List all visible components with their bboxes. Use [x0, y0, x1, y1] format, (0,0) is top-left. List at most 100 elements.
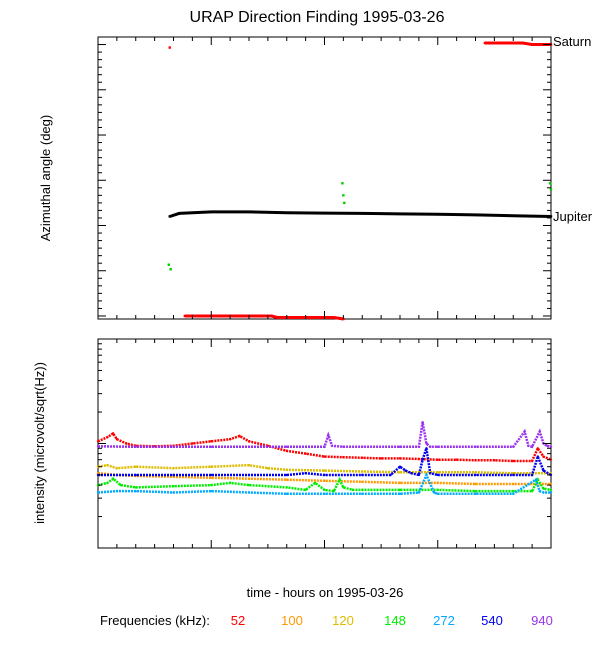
series-540-khz-point — [398, 465, 402, 468]
series-148-khz-point — [106, 481, 109, 485]
top-series-south-90-point — [183, 314, 187, 318]
series-148-khz-point — [285, 486, 288, 489]
series-148-khz-point — [338, 478, 341, 481]
series-52-khz-point — [285, 449, 288, 453]
series-148-khz-point — [342, 486, 345, 489]
series-52-khz-point — [125, 442, 128, 445]
series-120-khz-point — [398, 471, 402, 474]
series-52-khz-point — [191, 442, 194, 445]
series-540-khz-point — [530, 473, 534, 477]
legend-item-120-khz: 120 — [332, 613, 354, 628]
top-series-isolated-green-point — [548, 182, 552, 185]
series-540-khz-point — [417, 473, 421, 477]
series-272-khz-point — [436, 492, 439, 496]
top-y-axis-label: Azimuthal angle (deg) — [38, 115, 53, 241]
top-series-south-90-point — [332, 316, 336, 319]
series-52-khz-point — [228, 437, 232, 441]
top-series-isolated-red-point — [168, 46, 171, 49]
series-940-khz-point — [512, 445, 515, 448]
top-series-jupiter-point — [512, 214, 515, 217]
series-540-khz-point — [247, 473, 251, 477]
top-series-saturn-point — [530, 43, 534, 46]
series-540-khz-point — [389, 473, 392, 477]
top-series-isolated-green-point — [549, 188, 553, 191]
legend-item-272-khz: 272 — [433, 613, 455, 628]
series-940-khz-point — [421, 420, 424, 424]
series-272-khz-point — [96, 491, 100, 494]
series-148-khz-point — [398, 488, 402, 492]
top-series-isolated-green-point — [341, 182, 344, 185]
series-148-khz-point — [436, 488, 439, 492]
series-940-khz-point — [530, 445, 534, 448]
series-52-khz-point — [342, 455, 345, 459]
top-series-saturn-point — [521, 41, 524, 45]
series-272-khz-point — [512, 492, 515, 496]
legend: 52 100 120 148 272 540 940 — [231, 613, 553, 628]
series-100-khz-point — [361, 480, 364, 484]
series-940-khz-point — [210, 445, 213, 448]
top-plot-marks — [167, 41, 553, 321]
series-120-khz-point — [115, 467, 119, 470]
series-540-khz-point — [285, 473, 288, 477]
top-series-jupiter-point — [191, 211, 194, 214]
series-52-khz-point — [455, 458, 458, 461]
series-940-khz-point — [546, 444, 549, 448]
series-148-khz-point — [119, 483, 122, 487]
chart-title: URAP Direction Finding 1995-03-26 — [190, 9, 445, 26]
bottom-y-axis-label: intensity (microvolt/sqrt(Hz)) — [32, 362, 47, 524]
series-940-khz-point — [342, 445, 345, 448]
series-940-khz-point — [134, 445, 137, 448]
series-540-khz-point — [474, 473, 477, 477]
series-52-khz-point — [111, 432, 115, 435]
legend-title: Frequencies (kHz): — [100, 613, 210, 628]
series-52-khz-point — [106, 435, 109, 439]
series-148-khz-point — [351, 488, 355, 492]
series-120-khz-point — [323, 469, 326, 472]
series-272-khz-point — [247, 491, 251, 494]
top-series-jupiter-point — [323, 211, 326, 215]
series-52-khz-point — [536, 447, 539, 450]
series-148-khz-point — [172, 485, 175, 488]
series-100-khz-point — [398, 481, 402, 485]
series-540-khz-point — [542, 469, 545, 472]
series-940-khz-point — [549, 445, 553, 448]
series-940-khz-point — [527, 444, 530, 448]
series-148-khz-point — [323, 488, 326, 492]
series-540-khz-point — [323, 473, 326, 477]
top-series-south-90-point — [270, 314, 273, 318]
series-272-khz-point — [323, 492, 326, 496]
series-148-khz-point — [474, 489, 477, 493]
series-52-khz-point — [379, 457, 383, 460]
legend-item-540-khz: 540 — [481, 613, 503, 628]
series-940-khz-point — [330, 444, 334, 448]
series-272-khz-point — [417, 491, 421, 494]
series-940-khz-point — [327, 434, 330, 437]
series-100-khz-point — [323, 479, 326, 482]
series-148-khz-point — [549, 488, 553, 492]
top-series-jupiter-point — [210, 210, 213, 214]
series-148-khz-point — [313, 481, 317, 485]
series-272-khz-point — [542, 491, 545, 494]
top-series-jupiter-point — [361, 212, 364, 215]
series-148-khz-point — [304, 488, 307, 492]
series-52-khz-point — [417, 457, 421, 461]
series-272-khz-point — [285, 492, 288, 496]
top-series-isolated-green-point — [342, 194, 345, 197]
top-plot-frame — [97, 36, 552, 320]
top-series-south-90-point — [294, 316, 298, 319]
series-940-khz-point — [323, 445, 326, 448]
series-272-khz-point — [474, 492, 477, 496]
series-272-khz-point — [172, 491, 175, 494]
series-272-khz-point — [210, 489, 213, 493]
series-940-khz-point — [436, 445, 439, 448]
series-148-khz-point — [210, 483, 213, 487]
series-120-khz-point — [436, 471, 439, 474]
series-148-khz-point — [228, 481, 232, 485]
series-940-khz-point — [429, 445, 432, 448]
series-540-khz-point — [410, 471, 413, 475]
top-series-isolated-green-point — [169, 268, 172, 271]
top-series-south-90-point — [313, 316, 317, 319]
series-52-khz-point — [436, 458, 439, 461]
series-272-khz-point — [361, 492, 364, 496]
series-100-khz-point — [549, 482, 553, 486]
